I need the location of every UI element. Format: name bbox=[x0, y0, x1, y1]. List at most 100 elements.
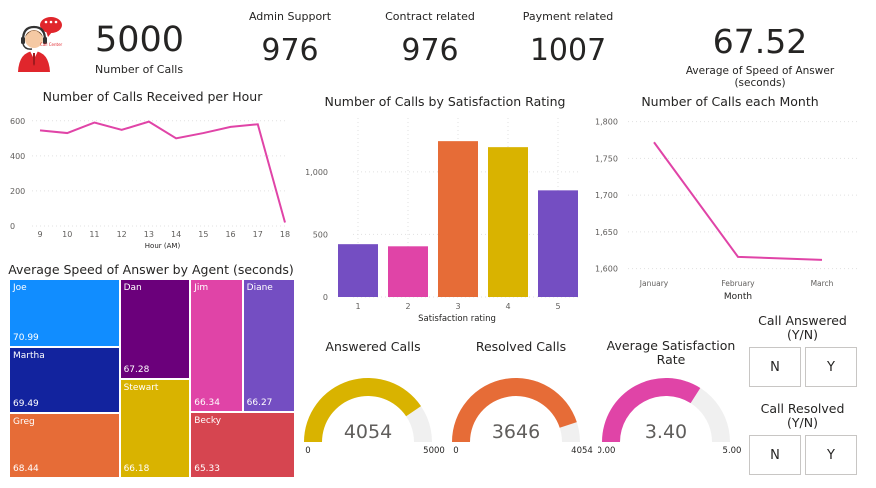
treemap-value-label: 66.34 bbox=[194, 398, 220, 409]
bar bbox=[488, 147, 528, 297]
y-tick-label: 500 bbox=[313, 230, 328, 239]
y-tick-label: 1,750 bbox=[595, 154, 618, 163]
y-tick-label: 1,700 bbox=[595, 191, 618, 200]
gauge-value-label: 4054 bbox=[344, 421, 392, 443]
x-tick-label: 2 bbox=[405, 302, 410, 311]
treemap-value-label: 67.28 bbox=[123, 365, 150, 376]
x-axis-label: Month bbox=[724, 292, 752, 302]
treemap-cell[interactable]: Dan 67.28 bbox=[119, 279, 191, 380]
treemap-value-label: 69.49 bbox=[13, 398, 39, 409]
avg-satisfaction-title: Average Satisfaction Rate bbox=[606, 338, 736, 367]
gauge-max-label: 5000 bbox=[423, 446, 445, 456]
answered-calls-gauge: 4054 0 5000 bbox=[304, 378, 445, 456]
calls-by-satisfaction-chart: 0 500 1,000 1 2 3 4 5 Satisfaction rating bbox=[305, 118, 580, 323]
x-axis-label: Hour (AM) bbox=[145, 242, 181, 250]
treemap-agent-name: Greg bbox=[13, 416, 35, 427]
call-answered-option-n[interactable]: N bbox=[749, 347, 801, 387]
treemap-cell[interactable]: Diane 66.27 bbox=[242, 279, 295, 413]
y-tick-label: 400 bbox=[10, 152, 25, 161]
y-tick-label: 200 bbox=[10, 187, 25, 196]
admin-support-value: 976 bbox=[261, 33, 319, 68]
treemap-value-label: 70.99 bbox=[13, 332, 39, 343]
avg-speed-label: Average of Speed of Answer (seconds) bbox=[685, 65, 835, 89]
x-tick-label: January bbox=[639, 279, 669, 288]
calls-per-hour-title: Number of Calls Received per Hour bbox=[42, 89, 263, 104]
answered-calls-title: Answered Calls bbox=[325, 339, 421, 354]
treemap-value-label: 66.27 bbox=[246, 398, 273, 409]
gauge-min-label: 0.00 bbox=[598, 446, 615, 456]
call-answered-option-y[interactable]: Y bbox=[805, 347, 857, 387]
x-tick-label: February bbox=[721, 279, 755, 288]
treemap-cell[interactable]: Becky 65.33 bbox=[190, 412, 295, 478]
treemap-agent-name: Becky bbox=[194, 416, 222, 427]
payment-related-label: Payment related bbox=[522, 10, 614, 23]
call-center-logo: Call Center bbox=[10, 12, 62, 74]
x-tick-label: 5 bbox=[555, 302, 560, 311]
payment-related-value: 1007 bbox=[529, 33, 607, 68]
y-tick-label: 600 bbox=[10, 117, 25, 126]
treemap-value-label: 65.33 bbox=[194, 463, 220, 474]
treemap-cell[interactable]: Jim 66.34 bbox=[190, 279, 243, 413]
gauge-fill bbox=[602, 378, 701, 442]
treemap-agent-name: Dan bbox=[123, 283, 142, 293]
headset-agent-icon bbox=[18, 17, 62, 72]
x-tick-label: 16 bbox=[225, 230, 235, 239]
treemap-agent-name: Joe bbox=[13, 283, 27, 293]
admin-support-label: Admin Support bbox=[248, 10, 332, 23]
bar bbox=[438, 141, 478, 297]
y-tick-label: 1,650 bbox=[595, 228, 618, 237]
call-resolved-option-y[interactable]: Y bbox=[805, 435, 857, 475]
gauge-value-label: 3646 bbox=[492, 421, 540, 443]
x-tick-label: 13 bbox=[144, 230, 154, 239]
total-calls-value: 5000 bbox=[95, 20, 185, 60]
treemap-cell[interactable]: Martha 69.49 bbox=[9, 346, 120, 413]
treemap-cell[interactable]: Stewart 66.18 bbox=[119, 379, 191, 478]
calls-per-month-chart: 1,600 1,650 1,700 1,750 1,800 January February… bbox=[595, 118, 858, 302]
treemap-agent-name: Diane bbox=[246, 283, 273, 293]
series-line bbox=[653, 141, 823, 261]
y-tick-label: 0 bbox=[323, 293, 328, 302]
gauge-value-label: 3.40 bbox=[645, 421, 687, 443]
x-tick-label: 9 bbox=[37, 230, 42, 239]
series-line bbox=[39, 120, 286, 223]
gauge-min-label: 0 bbox=[453, 446, 458, 456]
call-answered-slicer-title: Call Answered (Y/N) bbox=[758, 313, 847, 342]
treemap-cell[interactable]: Joe 70.99 bbox=[9, 279, 120, 347]
calls-per-month-title: Number of Calls each Month bbox=[641, 94, 819, 109]
bar bbox=[388, 246, 428, 297]
gauge-max-label: 4054 bbox=[571, 446, 593, 456]
x-tick-label: March bbox=[811, 279, 834, 288]
x-tick-label: 11 bbox=[89, 230, 99, 239]
treemap-agent-name: Jim bbox=[194, 283, 209, 293]
gauge-max-label: 5.00 bbox=[723, 446, 742, 456]
contract-related-value: 976 bbox=[401, 33, 459, 68]
resolved-calls-title: Resolved Calls bbox=[475, 339, 567, 354]
gauge-fill bbox=[452, 378, 577, 442]
gauge-min-label: 0 bbox=[305, 446, 310, 456]
agent-speed-treemap: Joe 70.99 Martha 69.49 Greg 68.44 Dan 67.28 Stew… bbox=[9, 279, 295, 478]
calls-per-hour-chart: 0 200 400 600 9 10 11 12 13 14 15 16 17 18 Hour (AM) bbox=[10, 117, 290, 250]
x-tick-label: 15 bbox=[198, 230, 208, 239]
avg-speed-value: 67.52 bbox=[712, 22, 808, 61]
treemap-cell[interactable]: Greg 68.44 bbox=[9, 412, 120, 478]
resolved-calls-gauge: 3646 0 4054 bbox=[452, 378, 593, 456]
total-calls-label: Number of Calls bbox=[95, 63, 184, 76]
bar bbox=[538, 190, 578, 297]
y-tick-label: 1,600 bbox=[595, 265, 618, 274]
treemap-value-label: 68.44 bbox=[13, 463, 39, 474]
calls-by-satisfaction-title: Number of Calls by Satisfaction Rating bbox=[324, 94, 566, 109]
contract-related-label: Contract related bbox=[385, 10, 475, 23]
x-tick-label: 18 bbox=[280, 230, 290, 239]
bar bbox=[338, 244, 378, 297]
x-tick-label: 3 bbox=[455, 302, 460, 311]
call-resolved-option-n[interactable]: N bbox=[749, 435, 801, 475]
treemap-agent-name: Martha bbox=[13, 350, 45, 361]
x-tick-label: 10 bbox=[62, 230, 72, 239]
logo-badge-text: Call Center bbox=[40, 42, 63, 47]
y-tick-label: 1,800 bbox=[595, 118, 618, 127]
x-tick-label: 4 bbox=[505, 302, 510, 311]
x-tick-label: 1 bbox=[355, 302, 360, 311]
x-tick-label: 12 bbox=[117, 230, 127, 239]
x-axis-label: Satisfaction rating bbox=[418, 314, 496, 323]
avg-satisfaction-gauge: 3.40 0.00 5.00 bbox=[598, 378, 742, 456]
